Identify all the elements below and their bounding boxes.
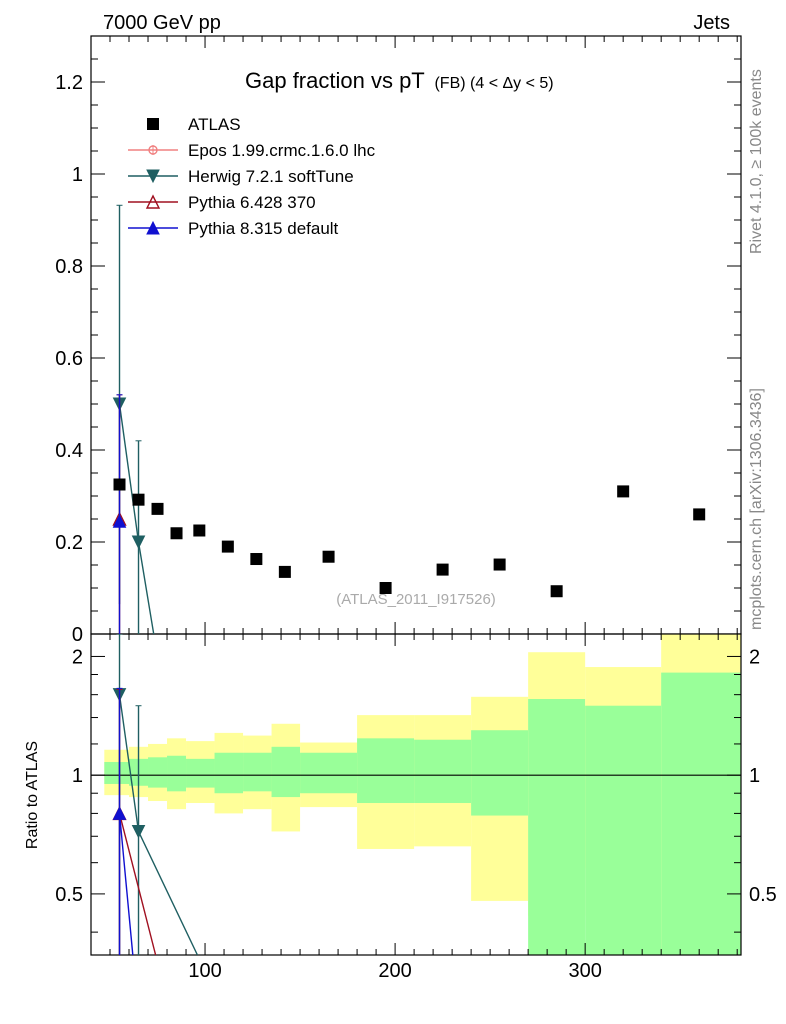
analysis-tag: (ATLAS_2011_I917526) [336, 591, 496, 608]
legend-label: Pythia 8.315 default [188, 219, 339, 238]
band-inner [243, 752, 272, 792]
y-tick-label: 0.8 [55, 256, 83, 278]
data-point [693, 508, 706, 521]
data-point [170, 527, 183, 540]
ratio-y-tick-label-right: 1 [749, 765, 760, 787]
data-point [617, 485, 630, 498]
data-point [379, 582, 392, 594]
data-point [550, 585, 563, 598]
band-inner [300, 752, 358, 794]
ratio-line [118, 813, 134, 955]
ratio-marker [131, 824, 146, 839]
header-process-label: Jets [693, 12, 730, 34]
data-point [193, 524, 206, 537]
band-inner [528, 699, 586, 955]
ratio-y-tick-label-right: 2 [749, 646, 760, 668]
legend: ATLAS Epos 1.99.crmc.1.6.0 lhc Herwig 7.2.… [128, 115, 376, 238]
data-point [436, 563, 449, 576]
band-inner [148, 757, 168, 788]
y-tick-label: 1 [72, 164, 83, 186]
x-tick-label: 300 [568, 960, 601, 982]
series-marker [112, 514, 127, 528]
y-tick-label: 0.2 [55, 532, 83, 554]
ratio-line [118, 813, 157, 955]
band-inner [414, 739, 472, 804]
mcplots-label: mcplots.cern.ch [arXiv:1306.3436] [748, 388, 765, 630]
data-point [221, 540, 234, 553]
band-inner [214, 752, 244, 794]
ratio-y-tick-label-right: 0.5 [749, 884, 777, 906]
chart-title-main-text: Gap fraction vs pT [245, 68, 424, 93]
ratio-plot-frame: 100 200 300 0.5 0.5 1 1 2 2 [55, 633, 777, 982]
y-tick-label: 0 [72, 624, 83, 646]
x-tick-label: 100 [188, 960, 221, 982]
ratio-y-axis-label: Ratio to ATLAS [24, 741, 41, 849]
legend-marker [146, 220, 160, 235]
y-tick-label: 0.6 [55, 348, 83, 370]
header-energy-label: 7000 GeV pp [103, 12, 221, 34]
series-marker [131, 535, 146, 550]
data-point [113, 478, 126, 491]
ratio-plot-series [112, 634, 199, 955]
y-tick-label: 0.4 [55, 440, 83, 462]
band-inner [271, 746, 301, 798]
band-inner [357, 738, 415, 804]
legend-label: Pythia 6.428 370 [188, 193, 316, 212]
band-inner [167, 755, 187, 792]
band-inner [585, 705, 662, 955]
ratio-uncertainty-bands [91, 634, 741, 955]
band-inner [471, 730, 529, 816]
ratio-frame-border [90, 633, 742, 956]
legend-label: Herwig 7.2.1 softTune [188, 167, 354, 186]
legend-marker [145, 194, 161, 209]
band-inner [661, 672, 741, 955]
ratio-y-tick-label: 1 [72, 765, 83, 787]
legend-label: ATLAS [188, 115, 241, 134]
ratio-marker [112, 806, 127, 820]
band-inner [186, 758, 215, 788]
data-point [132, 493, 145, 506]
main-plot-series [112, 204, 706, 634]
band-inner [104, 761, 130, 784]
legend-marker [146, 169, 160, 184]
ratio-y-tick-label: 2 [72, 646, 83, 668]
legend-marker [147, 118, 159, 130]
rivet-version-label: Rivet 4.1.0, ≥ 100k events [748, 69, 765, 254]
legend-label: Epos 1.99.crmc.1.6.0 lhc [188, 141, 376, 160]
data-point [493, 558, 506, 571]
chart-title-main: Gap fraction vs pT (FB) (4 < Δy < 5) [245, 68, 554, 93]
data-point [250, 553, 263, 566]
chart-title-sub: (FB) (4 < Δy < 5) [434, 75, 553, 92]
data-point [322, 550, 335, 563]
x-tick-label: 200 [378, 960, 411, 982]
y-tick-label: 1.2 [55, 72, 83, 94]
data-point [151, 502, 164, 515]
ratio-line [118, 694, 199, 955]
ratio-y-tick-label: 0.5 [55, 884, 83, 906]
data-point [278, 565, 291, 578]
